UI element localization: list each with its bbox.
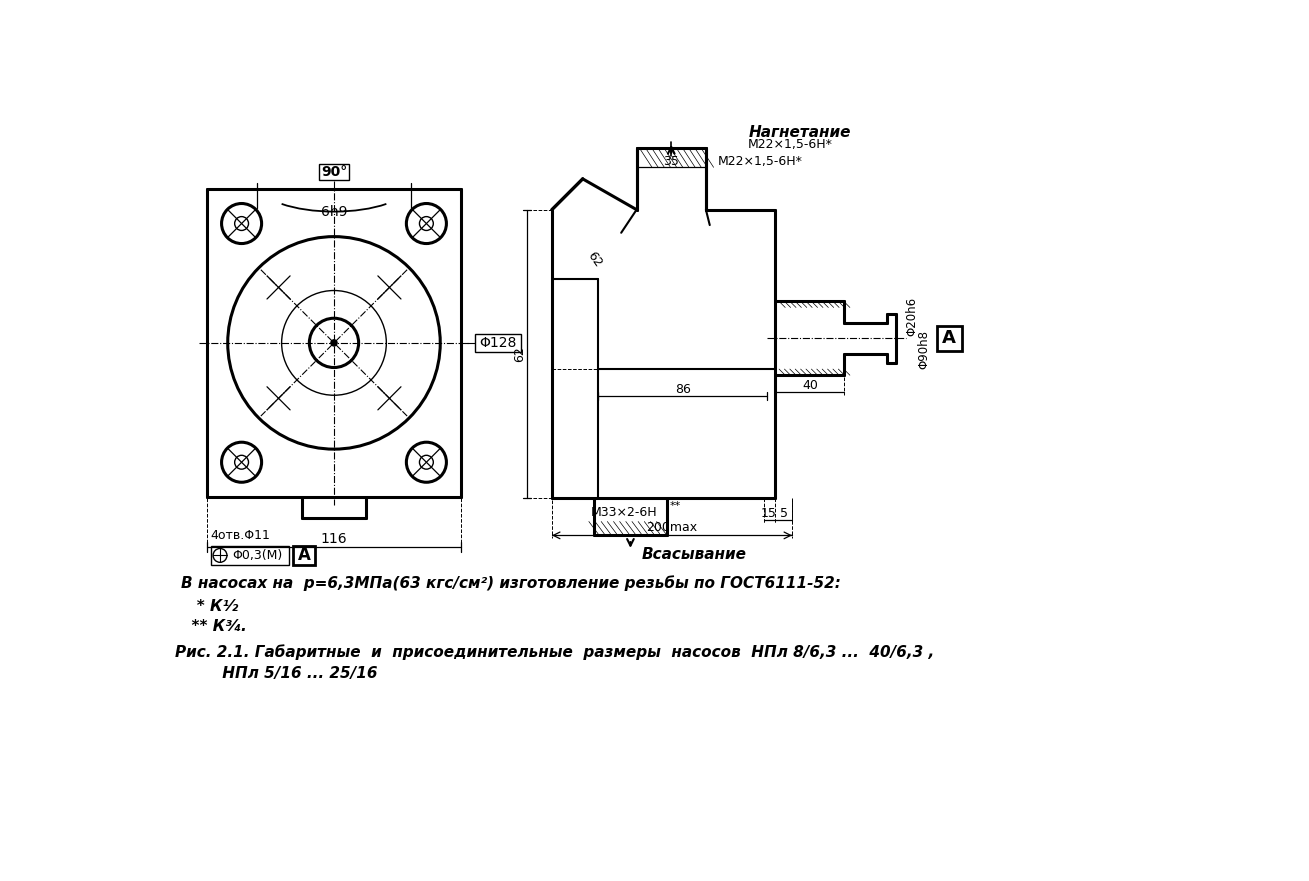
Text: М22×1,5-6Н*: М22×1,5-6Н* [749,137,833,151]
Bar [293,546,314,565]
Text: Нагнетание: Нагнетание [749,125,851,140]
Text: 90°: 90° [321,165,347,179]
Text: 200max: 200max [647,522,698,534]
Text: НПл 5/16 ... 25/16: НПл 5/16 ... 25/16 [174,667,377,682]
Text: В насосах на  р=6,3МПа(63 кгс/см²) изготовление резьбы по ГОСТ6111-52:: В насосах на р=6,3МПа(63 кгс/см²) изгото… [181,575,840,591]
Text: 86: 86 [675,382,691,396]
Text: Φ90h8: Φ90h8 [918,330,931,369]
Text: 4отв.Φ11: 4отв.Φ11 [211,529,271,542]
Text: 15: 15 [761,507,778,520]
Text: 40: 40 [802,379,818,392]
Text: 116: 116 [321,532,347,546]
Text: A: A [942,329,956,347]
Text: 5: 5 [780,507,788,520]
Circle shape [331,340,336,346]
Bar [475,334,521,352]
Text: Φ0,3(М): Φ0,3(М) [232,549,283,562]
Text: ** К³⁄₄.: ** К³⁄₄. [181,618,246,633]
Text: **: ** [669,501,681,511]
Text: М33×2-6Н: М33×2-6Н [590,506,657,519]
Text: 62: 62 [584,249,603,270]
Text: A: A [297,546,310,565]
Text: Всасывание: Всасывание [641,547,747,562]
Text: Φ20h6: Φ20h6 [905,297,918,337]
Text: Рис. 2.1. Габаритные  и  присоединительные  размеры  насосов  НПл 8/6,3 ...  40/: Рис. 2.1. Габаритные и присоединительные… [174,645,933,660]
Text: М22×1,5-6Н*: М22×1,5-6Н* [717,155,802,168]
Text: * К¹⁄₂: * К¹⁄₂ [181,599,238,614]
Text: 6h9: 6h9 [321,205,347,219]
Bar [319,164,348,180]
Bar [937,326,962,351]
Text: Φ128: Φ128 [479,336,517,350]
Bar [211,546,289,565]
Text: 35: 35 [664,155,679,167]
Text: 62: 62 [513,345,526,361]
